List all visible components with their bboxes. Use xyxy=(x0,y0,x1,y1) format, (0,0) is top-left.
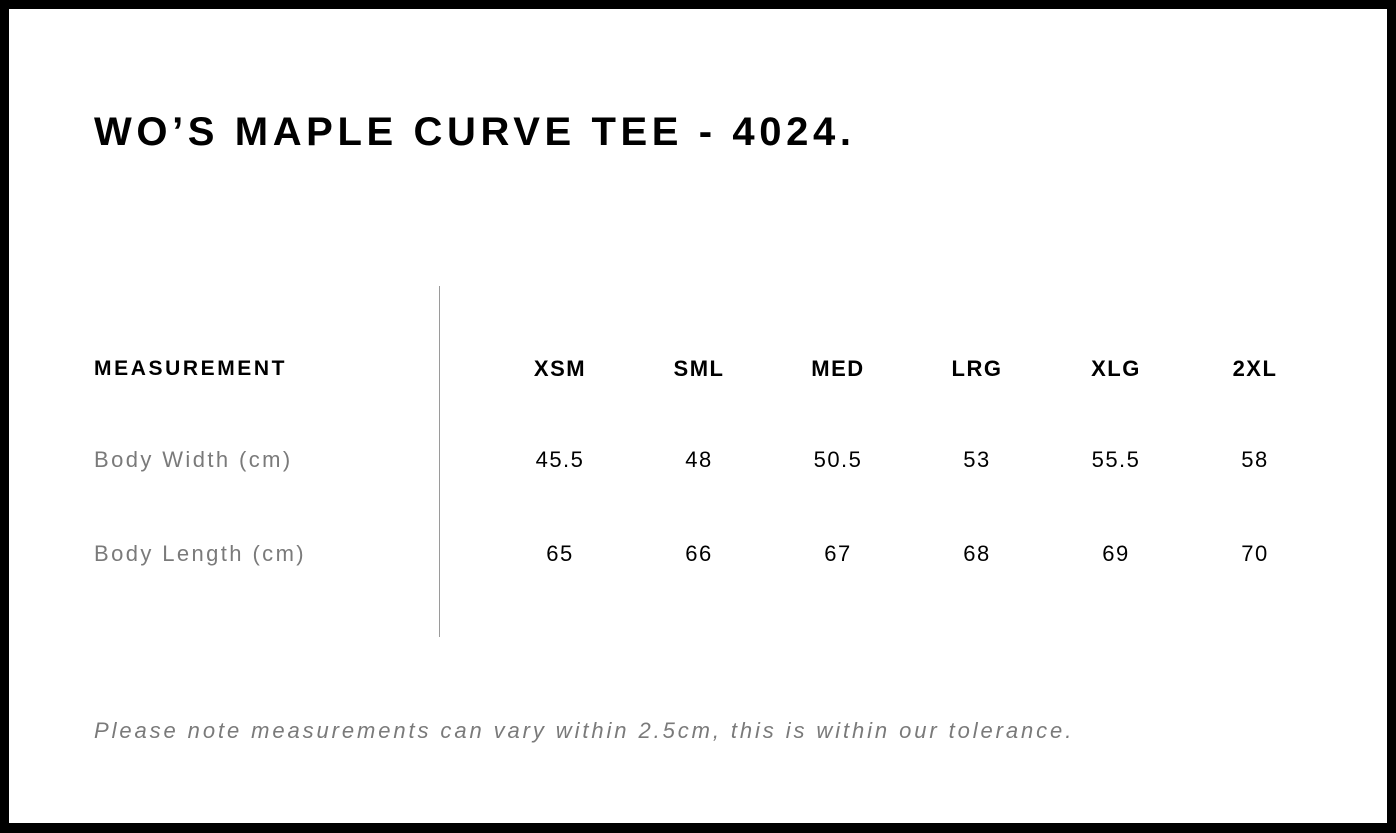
tolerance-note: Please note measurements can vary within… xyxy=(94,718,1075,743)
table-cell: 65 xyxy=(546,541,574,566)
table-cell: 70 xyxy=(1241,541,1269,566)
size-header-sml: SML xyxy=(673,356,725,381)
table-cell: 67 xyxy=(824,541,852,566)
table-cell: 58 xyxy=(1241,447,1269,472)
table-cell: 45.5 xyxy=(535,447,585,472)
size-header-lrg: LRG xyxy=(951,356,1003,381)
column-divider xyxy=(439,286,440,637)
page-title: WO’S MAPLE CURVE TEE - 4024. xyxy=(94,110,856,154)
row-label-body-length: Body Length (cm) xyxy=(94,541,307,566)
size-chart-page: WO’S MAPLE CURVE TEE - 4024. MEASUREMENT… xyxy=(9,9,1387,823)
measurement-header: MEASUREMENT xyxy=(94,357,288,380)
table-cell: 66 xyxy=(685,541,713,566)
size-header-med: MED xyxy=(811,356,865,381)
table-cell: 55.5 xyxy=(1091,447,1141,472)
row-label-body-width: Body Width (cm) xyxy=(94,447,293,472)
table-cell: 53 xyxy=(963,447,991,472)
table-cell: 48 xyxy=(685,447,713,472)
table-cell: 68 xyxy=(963,541,991,566)
table-cell: 50.5 xyxy=(813,447,863,472)
size-header-xsm: XSM xyxy=(533,356,587,381)
size-header-xlg: XLG xyxy=(1091,356,1141,381)
size-header-2xl: 2XL xyxy=(1232,356,1278,381)
table-cell: 69 xyxy=(1102,541,1130,566)
